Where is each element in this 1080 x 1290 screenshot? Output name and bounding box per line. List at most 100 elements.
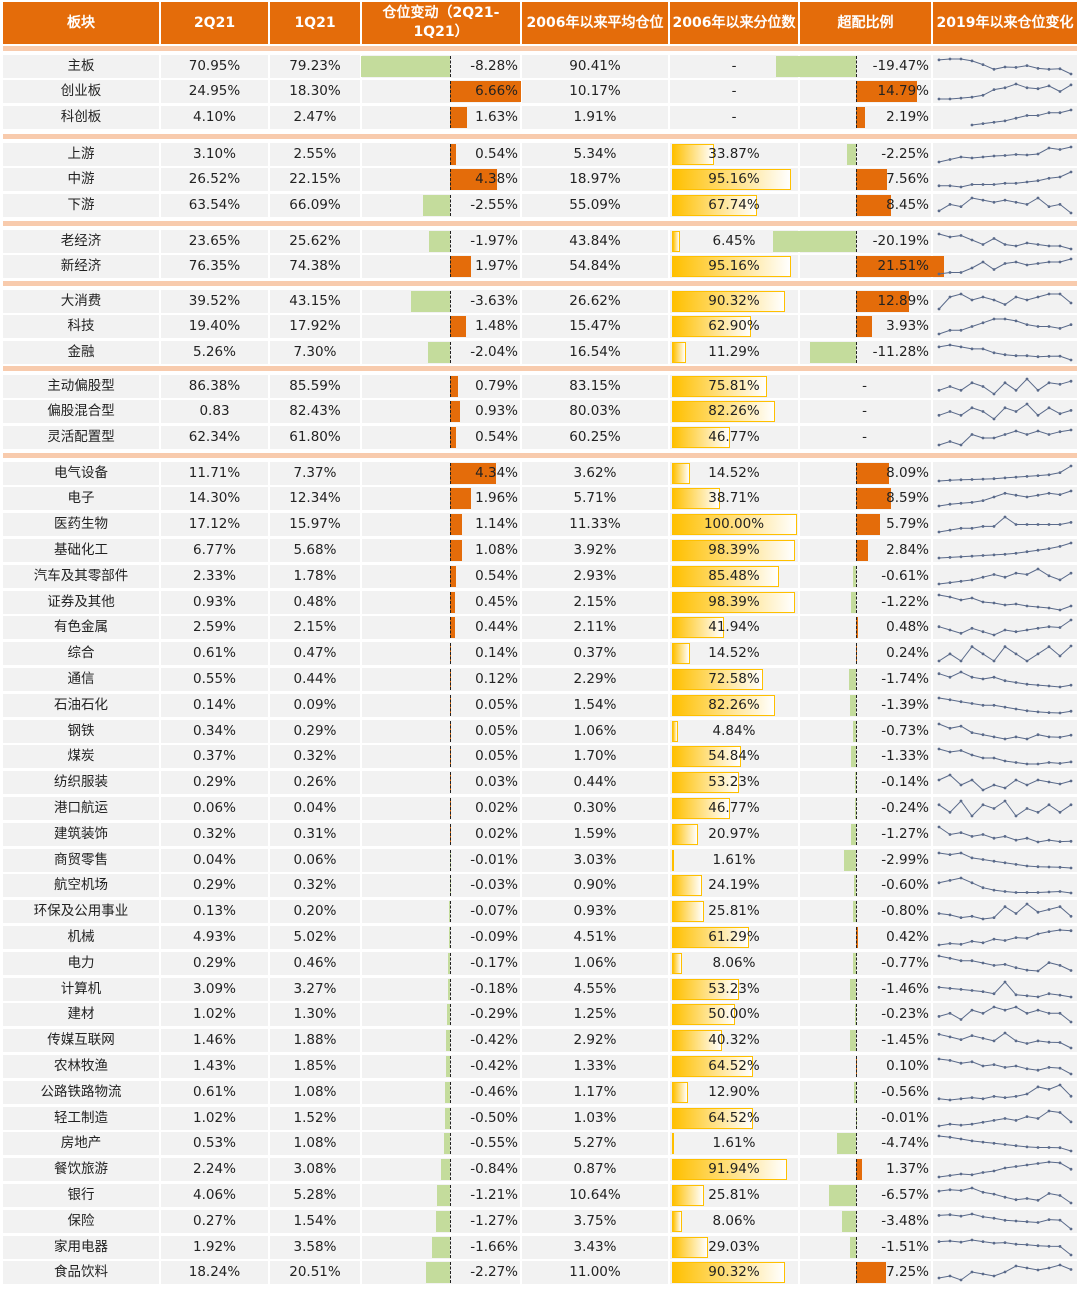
trend-point (1014, 1118, 1018, 1122)
cell-bg-q2 (161, 1261, 268, 1285)
trend-point (1058, 327, 1062, 331)
cell-bg-name (3, 951, 159, 975)
trend-point (937, 160, 941, 163)
cell-bg-spark (933, 255, 1077, 279)
trend-point (959, 185, 963, 189)
value-overweight: 0.42% (886, 928, 929, 945)
trend-point (937, 1124, 941, 1127)
trend-sparkline (937, 1031, 1073, 1050)
value-2q21: 2.24% (193, 1161, 236, 1178)
position-change-bar (450, 488, 471, 510)
value-position-change: -8.28% (470, 57, 518, 74)
trend-point (948, 97, 952, 101)
cell-bg-pct (670, 1209, 798, 1233)
trend-point (937, 209, 941, 213)
trend-point (948, 698, 952, 701)
trend-point (937, 1015, 941, 1019)
trend-line (938, 929, 1072, 946)
trend-point (1047, 761, 1051, 765)
trend-point (1058, 1263, 1062, 1267)
cell-bg-q2 (161, 374, 268, 398)
value-average-position: 80.03% (569, 403, 621, 420)
overweight-axis (856, 55, 857, 77)
trend-point (1025, 762, 1029, 766)
trend-point (992, 154, 996, 157)
trend-point (1047, 380, 1051, 384)
value-1q21: 0.47% (293, 645, 337, 662)
value-percentile: 20.97% (708, 825, 760, 842)
percentile-bar (672, 1081, 689, 1103)
trend-point (937, 1097, 941, 1100)
value-overweight: -0.80% (881, 903, 929, 920)
trend-point (992, 806, 996, 810)
trend-point (970, 578, 974, 581)
overweight-axis (856, 230, 857, 252)
overweight-bar (850, 591, 856, 613)
table-row: 新经济 76.35% 74.38% 1.97% 54.84% 95.16% 21.51% (0, 255, 1080, 279)
cell-bg-q2 (161, 1209, 268, 1233)
cell-bg-avg (522, 289, 668, 313)
trend-point (1025, 1219, 1029, 1223)
overweight-bar (856, 1159, 862, 1181)
value-percentile: 40.32% (708, 1032, 760, 1049)
value-overweight: 0.48% (886, 619, 929, 636)
trend-point (992, 1241, 996, 1244)
trend-point (1069, 1167, 1073, 1171)
position-change-axis (450, 1030, 451, 1052)
cell-bg-name (3, 315, 159, 339)
trend-point (1003, 705, 1007, 709)
overweight-axis (856, 1133, 857, 1155)
cell-bg-avg (522, 426, 668, 450)
trend-point (1069, 541, 1073, 545)
cell-bg-q2 (161, 1132, 268, 1156)
cell-bg-pct (670, 1080, 798, 1104)
value-percentile: 72.58% (708, 670, 760, 687)
table-row: 主板 70.95% 79.23% -8.28% 90.41% - -19.47% (0, 54, 1080, 78)
value-position-change: 0.54% (475, 145, 518, 162)
trend-point (1003, 938, 1007, 942)
trend-point (970, 1238, 974, 1241)
value-2q21: 1.02% (193, 1109, 236, 1126)
trend-point (959, 477, 963, 481)
trend-point (1025, 659, 1029, 663)
trend-point (1047, 1040, 1051, 1044)
trend-point (992, 888, 996, 892)
value-position-change: 0.12% (475, 670, 518, 687)
trend-point (1036, 1085, 1040, 1088)
trend-point (937, 1134, 941, 1138)
overweight-axis (856, 617, 857, 639)
value-percentile: 1.61% (712, 1135, 756, 1152)
table-row: 航空机场 0.29% 0.32% -0.03% 0.90% 24.19% -0.60% (0, 874, 1080, 898)
value-position-change: 1.63% (475, 109, 518, 126)
overweight-bar (853, 565, 856, 587)
value-percentile: 98.39% (708, 593, 760, 610)
trend-point (959, 1137, 963, 1141)
position-change-axis (450, 1133, 451, 1155)
cell-bg-q1 (270, 487, 360, 511)
value-average-position: 1.06% (573, 722, 617, 739)
trend-point (970, 406, 974, 410)
cell-bg-q1 (270, 1183, 360, 1207)
cell-bg-name (3, 642, 159, 666)
value-1q21: 66.09% (289, 197, 341, 214)
cell-bg-name (3, 374, 159, 398)
table-row: 基础化工 6.77% 5.68% 1.08% 3.92% 98.39% 2.84% (0, 538, 1080, 562)
position-change-bar (450, 375, 459, 397)
trend-point (992, 1118, 996, 1122)
trend-point (1069, 409, 1073, 413)
cell-bg-q2 (161, 642, 268, 666)
position-change-axis (450, 926, 451, 948)
trend-point (1014, 1165, 1018, 1168)
header-sector: 板块 (3, 2, 159, 44)
position-change-axis (450, 81, 451, 103)
value-overweight: 2.84% (886, 541, 929, 558)
trend-point (1047, 865, 1051, 868)
cell-bg-avg (522, 400, 668, 424)
percentile-bar (672, 1159, 787, 1181)
overweight-axis (856, 488, 857, 510)
cell-bg-spark (933, 796, 1077, 820)
trend-point (1003, 1218, 1007, 1222)
trend-point (992, 67, 996, 71)
trend-point (981, 1190, 985, 1194)
value-1q21: 1.08% (293, 1135, 337, 1152)
